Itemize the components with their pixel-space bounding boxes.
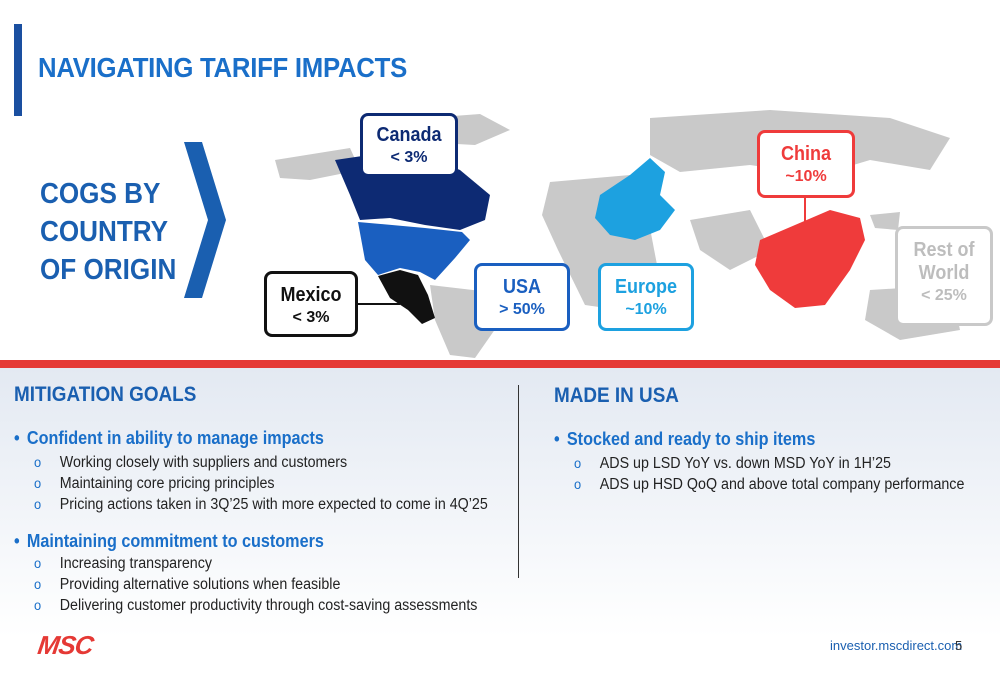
cogs-line-1: COGS BY <box>40 178 161 210</box>
mitigation-bullet-1: Confident in ability to manage impacts <box>14 428 324 449</box>
cogs-heading: COGS BY COUNTRY OF ORIGIN <box>40 175 176 289</box>
mexico-callout: Mexico < 3% <box>264 271 358 337</box>
made-in-usa-title: MADE IN USA <box>554 384 679 407</box>
rest-of-world-name-line-1: Rest of <box>913 239 975 261</box>
title-accent-bar <box>14 24 22 116</box>
china-value: ~10% <box>785 168 827 185</box>
cogs-line-2: COUNTRY <box>40 216 169 248</box>
china-name: China <box>780 143 832 165</box>
china-callout: China ~10% <box>757 130 855 198</box>
mitigation-bullet-2: Maintaining commitment to customers <box>14 531 324 552</box>
europe-name: Europe <box>614 276 678 298</box>
bottom-panel <box>0 368 1000 685</box>
canada-callout: Canada < 3% <box>360 113 458 177</box>
mexico-region <box>378 270 435 324</box>
usa-region <box>358 222 470 280</box>
page-number: 5 <box>955 638 963 653</box>
callout-connectors <box>358 177 806 305</box>
europe-region <box>595 158 675 240</box>
usa-callout: USA > 50% <box>474 263 570 331</box>
made-in-usa-bullet-1: Stocked and ready to ship items <box>554 429 815 450</box>
page-title: NAVIGATING TARIFF IMPACTS <box>38 52 407 83</box>
rest-of-world-name-line-2: World <box>918 262 970 284</box>
column-divider <box>518 385 519 578</box>
europe-callout: Europe ~10% <box>598 263 694 331</box>
usa-value: > 50% <box>499 301 545 318</box>
mitigation-sub-1-3: Pricing actions taken in 3Q’25 with more… <box>34 496 488 514</box>
mitigation-sub-2-3: Delivering customer productivity through… <box>34 597 478 615</box>
canada-name: Canada <box>376 124 442 146</box>
china-region <box>755 210 865 308</box>
msc-logo: MSC <box>35 630 95 660</box>
chevron-right-icon <box>184 142 226 298</box>
rest-of-world-callout: Rest of World < 25% <box>895 226 993 326</box>
made-in-usa-sub-2: ADS up HSD QoQ and above total company p… <box>574 476 965 494</box>
rest-of-world-value: < 25% <box>921 287 967 304</box>
mitigation-sub-1-2: Maintaining core pricing principles <box>34 475 275 493</box>
cogs-line-3: OF ORIGIN <box>40 254 177 286</box>
canada-value: < 3% <box>390 149 428 166</box>
section-divider-red <box>0 360 1000 368</box>
usa-name: USA <box>502 276 541 298</box>
made-in-usa-sub-1: ADS up LSD YoY vs. down MSD YoY in 1H’25 <box>574 455 891 473</box>
footer-url[interactable]: investor.mscdirect.com <box>830 638 963 653</box>
mexico-name: Mexico <box>280 284 342 306</box>
mexico-value: < 3% <box>292 309 330 326</box>
mitigation-sub-2-2: Providing alternative solutions when fea… <box>34 576 341 594</box>
mitigation-sub-2-1: Increasing transparency <box>34 555 212 573</box>
mitigation-sub-1-1: Working closely with suppliers and custo… <box>34 454 347 472</box>
europe-value: ~10% <box>625 301 667 318</box>
mitigation-title: MITIGATION GOALS <box>14 383 197 406</box>
